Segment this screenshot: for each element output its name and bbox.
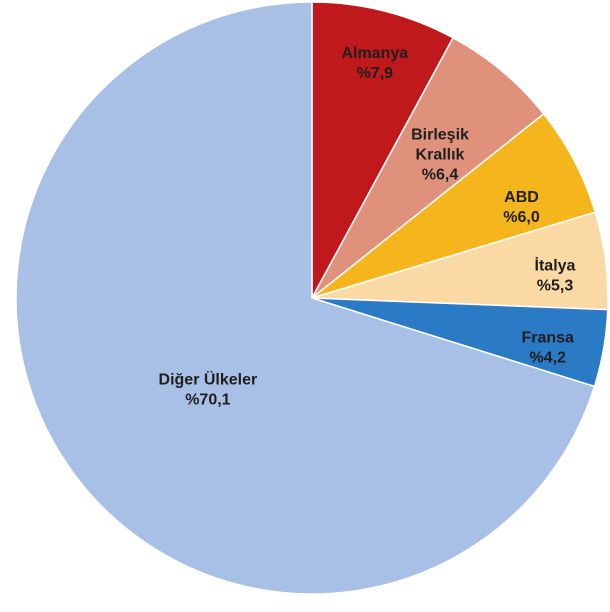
slice-name-label: Almanya (341, 45, 408, 62)
slice-name-label: İtalya (535, 257, 576, 275)
slice-name-label: Diğer Ülkeler (159, 369, 258, 388)
slice-value-label: %6,0 (503, 209, 540, 226)
slice-name-label: Fransa (521, 329, 574, 346)
slice-birlesik-krallik (311, 36, 545, 299)
slice-name-label: Krallık (416, 146, 465, 163)
label-fransa: Fransa %4,2 (521, 329, 574, 366)
label-diger-ulkeler: Diğer Ülkeler %70,1 (159, 369, 258, 408)
label-birlesik-krallik: Birleşik Krallık %6,4 (411, 126, 469, 183)
label-abd: ABD %6,0 (503, 189, 540, 226)
slice-value-label: %6,4 (422, 166, 459, 183)
slice-value-label: %7,9 (357, 65, 394, 82)
slice-diger-ulkeler (15, 1, 596, 595)
slice-name-label: ABD (504, 189, 539, 206)
pie-slices (15, 1, 609, 595)
slice-value-label: %4,2 (529, 349, 566, 366)
slice-name-label: Birleşik (411, 126, 469, 143)
pie-labels: Almanya %7,9 Birleşik Krallık %6,4 ABD %6,0 İta… (159, 45, 576, 408)
slice-value-label: %70,1 (185, 391, 230, 408)
label-almanya: Almanya %7,9 (341, 45, 408, 82)
label-italya: İtalya %5,3 (535, 257, 576, 295)
slice-almanya (311, 1, 455, 299)
slice-value-label: %5,3 (537, 278, 574, 295)
